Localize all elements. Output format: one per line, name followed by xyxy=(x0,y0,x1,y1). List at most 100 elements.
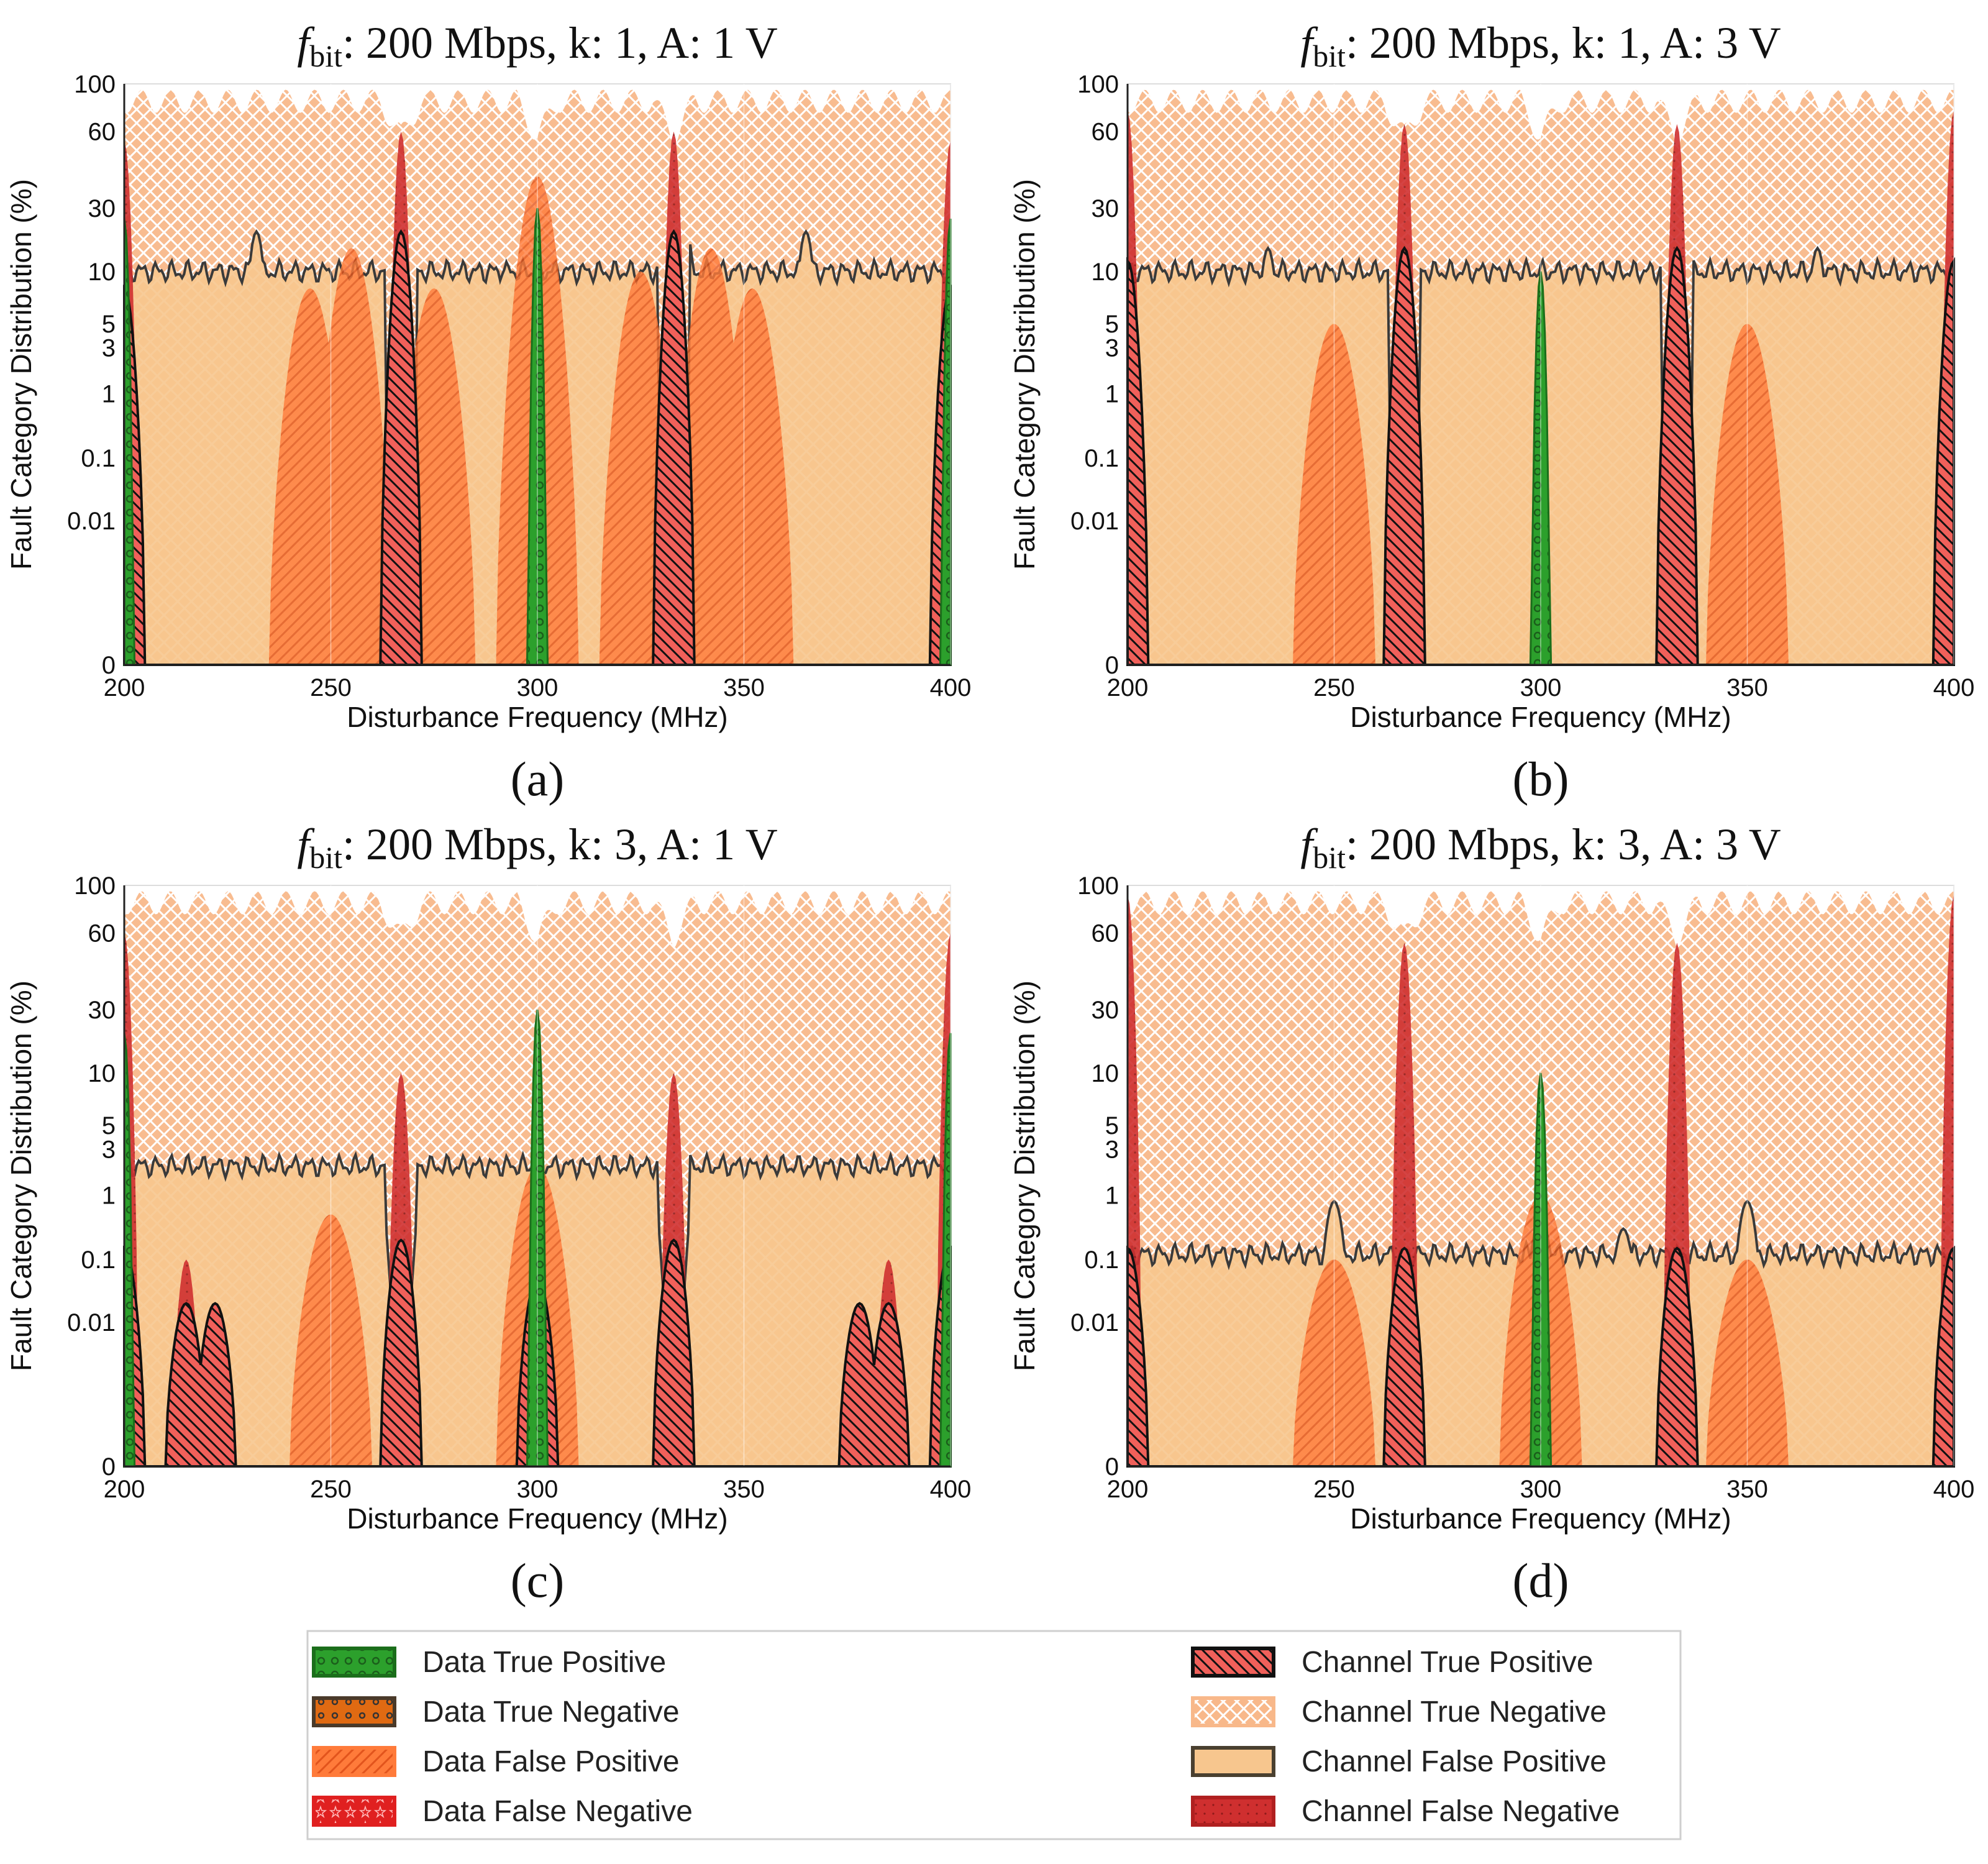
chart-title: fbit: 200 Mbps, k: 1, A: 3 V xyxy=(1300,18,1781,73)
x-tick-label: 250 xyxy=(1313,674,1355,701)
y-tick-label: 0.01 xyxy=(1070,1309,1119,1336)
y-tick-label: 100 xyxy=(74,71,116,98)
legend-label-data-true-positive: Data True Positive xyxy=(422,1646,666,1679)
y-tick-label: 0.01 xyxy=(67,1309,116,1336)
legend-frame xyxy=(306,1630,1682,1840)
legend-swatch-channel-false-positive xyxy=(1191,1746,1275,1777)
legend-swatch-data-true-negative xyxy=(312,1696,396,1727)
x-tick-label: 250 xyxy=(310,674,352,701)
x-tick-label: 350 xyxy=(1726,1476,1768,1503)
x-tick-label: 350 xyxy=(723,1476,765,1503)
y-tick-label: 5 xyxy=(1105,1112,1119,1140)
x-tick-label: 400 xyxy=(930,1476,972,1503)
legend-label-channel-true-positive: Channel True Positive xyxy=(1302,1646,1594,1679)
x-tick-label: 300 xyxy=(1520,674,1562,701)
y-tick-label: 100 xyxy=(74,872,116,900)
x-tick-label: 300 xyxy=(517,1476,559,1503)
x-tick-label: 350 xyxy=(723,674,765,701)
x-tick-label: 400 xyxy=(1933,1476,1975,1503)
title-rest: : 200 Mbps, k: 1, A: 1 V xyxy=(342,18,778,68)
x-tick-label: 400 xyxy=(930,674,972,701)
y-tick-label: 1 xyxy=(1105,1182,1119,1209)
legend-label-channel-false-negative: Channel False Negative xyxy=(1302,1795,1620,1828)
legend-label-data-false-negative: Data False Negative xyxy=(422,1795,693,1828)
legend-swatch-channel-true-negative xyxy=(1191,1696,1275,1727)
x-tick-label: 200 xyxy=(1107,1476,1149,1503)
y-tick-label: 1 xyxy=(1105,380,1119,408)
y-tick-label: 0.1 xyxy=(1084,1246,1119,1274)
legend-swatch-data-false-positive xyxy=(312,1746,396,1777)
y-tick-label: 0 xyxy=(1105,1453,1119,1481)
y-tick-label: 3 xyxy=(1105,1136,1119,1163)
y-tick-label: 30 xyxy=(1092,195,1119,222)
y-tick-label: 30 xyxy=(88,195,116,222)
title-subscript: bit xyxy=(309,39,342,73)
y-tick-label: 5 xyxy=(1105,311,1119,338)
y-tick-label: 30 xyxy=(88,997,116,1024)
y-tick-label: 10 xyxy=(88,1060,116,1087)
panel-label: (d) xyxy=(1513,1553,1569,1607)
y-tick-label: 60 xyxy=(88,920,116,948)
title-subscript: bit xyxy=(309,840,342,875)
chart-title: fbit: 200 Mbps, k: 3, A: 3 V xyxy=(1300,820,1781,875)
x-tick-label: 200 xyxy=(1107,674,1149,701)
y-tick-label: 0 xyxy=(102,652,116,679)
y-tick-label: 0.1 xyxy=(81,445,116,472)
x-axis-label: Disturbance Frequency (MHz) xyxy=(1350,1502,1731,1535)
x-tick-label: 400 xyxy=(1933,674,1975,701)
panel-label: (b) xyxy=(1513,752,1569,806)
x-axis-label: Disturbance Frequency (MHz) xyxy=(347,701,728,733)
x-tick-label: 200 xyxy=(104,1476,145,1503)
y-tick-label: 60 xyxy=(1092,920,1119,948)
x-tick-label: 250 xyxy=(310,1476,352,1503)
y-tick-label: 0 xyxy=(1105,652,1119,679)
y-tick-label: 10 xyxy=(88,258,116,286)
chart-title: fbit: 200 Mbps, k: 1, A: 1 V xyxy=(297,18,778,73)
y-tick-label: 30 xyxy=(1092,997,1119,1024)
y-axis-label: Fault Category Distribution (%) xyxy=(5,179,37,570)
y-tick-label: 10 xyxy=(1092,258,1119,286)
x-axis-label: Disturbance Frequency (MHz) xyxy=(1350,701,1731,733)
chart-title: fbit: 200 Mbps, k: 3, A: 1 V xyxy=(297,820,778,875)
x-tick-label: 300 xyxy=(1520,1476,1562,1503)
legend-swatch-data-false-negative xyxy=(312,1796,396,1827)
y-tick-label: 3 xyxy=(102,1136,116,1163)
y-tick-label: 1 xyxy=(102,380,116,408)
panel-label: (a) xyxy=(511,752,565,806)
x-tick-label: 300 xyxy=(517,674,559,701)
y-tick-label: 1 xyxy=(102,1182,116,1209)
x-tick-label: 250 xyxy=(1313,1476,1355,1503)
y-tick-label: 3 xyxy=(1105,334,1119,362)
y-tick-label: 100 xyxy=(1077,71,1119,98)
y-tick-label: 0.1 xyxy=(1084,445,1119,472)
legend-label-channel-false-positive: Channel False Positive xyxy=(1302,1745,1607,1778)
y-tick-label: 3 xyxy=(102,334,116,362)
legend-label-data-true-negative: Data True Negative xyxy=(422,1696,680,1729)
y-tick-label: 100 xyxy=(1077,872,1119,900)
legend-swatch-channel-false-negative xyxy=(1191,1796,1275,1827)
y-tick-label: 60 xyxy=(1092,119,1119,146)
legend: Data True Positive Data True Negative Data… xyxy=(306,1630,1682,1840)
x-tick-label: 350 xyxy=(1726,674,1768,701)
legend-swatch-channel-true-positive xyxy=(1191,1647,1275,1678)
title-subscript: bit xyxy=(1313,39,1346,73)
panel-label: (c) xyxy=(511,1553,565,1607)
y-tick-label: 0.1 xyxy=(81,1246,116,1274)
y-axis-label: Fault Category Distribution (%) xyxy=(1008,179,1041,570)
legend-label-channel-true-negative: Channel True Negative xyxy=(1302,1696,1607,1729)
y-axis-label: Fault Category Distribution (%) xyxy=(5,980,37,1371)
title-rest: : 200 Mbps, k: 3, A: 3 V xyxy=(1346,820,1781,869)
y-tick-label: 0 xyxy=(102,1453,116,1481)
y-axis-label: Fault Category Distribution (%) xyxy=(1008,980,1041,1371)
legend-swatch-data-true-positive xyxy=(312,1647,396,1678)
y-tick-label: 5 xyxy=(102,1112,116,1140)
legend-label-data-false-positive: Data False Positive xyxy=(422,1745,680,1778)
y-tick-label: 5 xyxy=(102,311,116,338)
x-tick-label: 200 xyxy=(104,674,145,701)
title-rest: : 200 Mbps, k: 1, A: 3 V xyxy=(1346,18,1781,68)
